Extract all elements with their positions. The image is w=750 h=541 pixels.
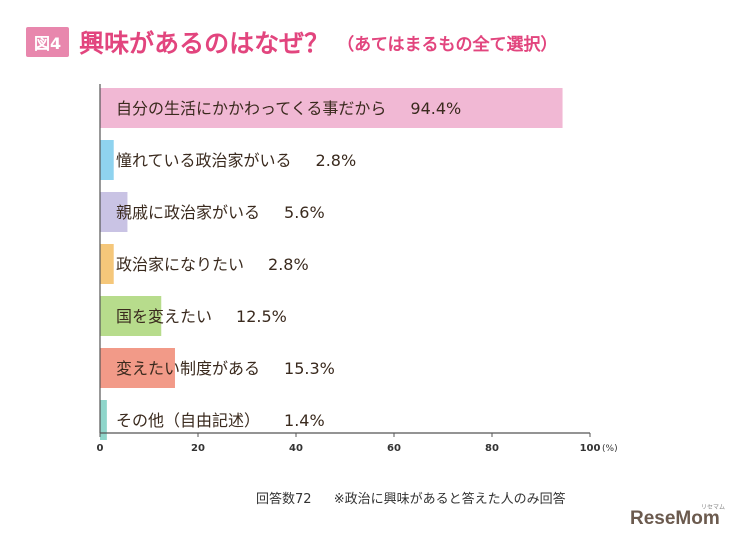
brand-logo: ReseMom bbox=[630, 508, 720, 529]
category-label: 自分の生活にかかわってくる事だから bbox=[116, 99, 386, 118]
x-tick-label: 20 bbox=[191, 443, 205, 454]
bar-label: 親戚に政治家がいる 5.6% bbox=[116, 203, 325, 222]
bar-label: 自分の生活にかかわってくる事だから 94.4% bbox=[116, 99, 461, 118]
value-label: 5.6% bbox=[284, 203, 325, 222]
value-label: 1.4% bbox=[284, 411, 325, 430]
chart-title: 興味があるのはなぜ？ bbox=[79, 29, 330, 58]
chart-subtitle: （あてはまるもの全て選択） bbox=[337, 34, 558, 55]
value-label: 2.8% bbox=[316, 151, 357, 170]
x-tick-label: 40 bbox=[289, 443, 303, 454]
category-label: 変えたい制度がある bbox=[116, 359, 260, 378]
bar-label: 変えたい制度がある 15.3% bbox=[116, 359, 335, 378]
x-axis-unit: (%) bbox=[602, 444, 618, 454]
x-tick-label: 60 bbox=[387, 443, 401, 454]
x-tick-label: 80 bbox=[485, 443, 499, 454]
bar-label: 国を変えたい 12.5% bbox=[116, 307, 287, 326]
category-label: 政治家になりたい bbox=[116, 255, 244, 274]
bar bbox=[100, 244, 114, 284]
value-label: 15.3% bbox=[284, 359, 335, 378]
figure-badge: 図4 bbox=[26, 27, 70, 57]
value-label: 2.8% bbox=[268, 255, 309, 274]
bar bbox=[100, 400, 107, 440]
bar bbox=[100, 296, 162, 336]
brand-logo-small-text: リセマム bbox=[701, 504, 726, 511]
bar-label: その他（自由記述） 1.4% bbox=[116, 411, 325, 430]
bar-label: 憧れている政治家がいる 2.8% bbox=[116, 151, 356, 170]
bar bbox=[100, 192, 128, 232]
chart-header: 図4 興味があるのはなぜ？ （あてはまるもの全て選択） bbox=[26, 22, 557, 62]
bar bbox=[100, 88, 563, 128]
value-label: 12.5% bbox=[236, 307, 287, 326]
x-tick-label: 100 bbox=[580, 443, 601, 454]
bar bbox=[100, 140, 114, 180]
category-label: 親戚に政治家がいる bbox=[116, 203, 260, 222]
x-tick-label: 0 bbox=[97, 443, 104, 454]
value-label: 94.4% bbox=[410, 99, 461, 118]
category-label: 国を変えたい bbox=[116, 307, 212, 326]
bar-label: 政治家になりたい 2.8% bbox=[116, 255, 309, 274]
respondent-count: 回答数72 bbox=[256, 492, 312, 507]
footnote-note: ※政治に興味があると答えた人のみ回答 bbox=[333, 492, 566, 507]
bar bbox=[100, 348, 175, 388]
footnote: 回答数72 ※政治に興味があると答えた人のみ回答 bbox=[256, 488, 566, 507]
category-label: 憧れている政治家がいる bbox=[116, 151, 292, 170]
category-label: その他（自由記述） bbox=[116, 411, 260, 430]
